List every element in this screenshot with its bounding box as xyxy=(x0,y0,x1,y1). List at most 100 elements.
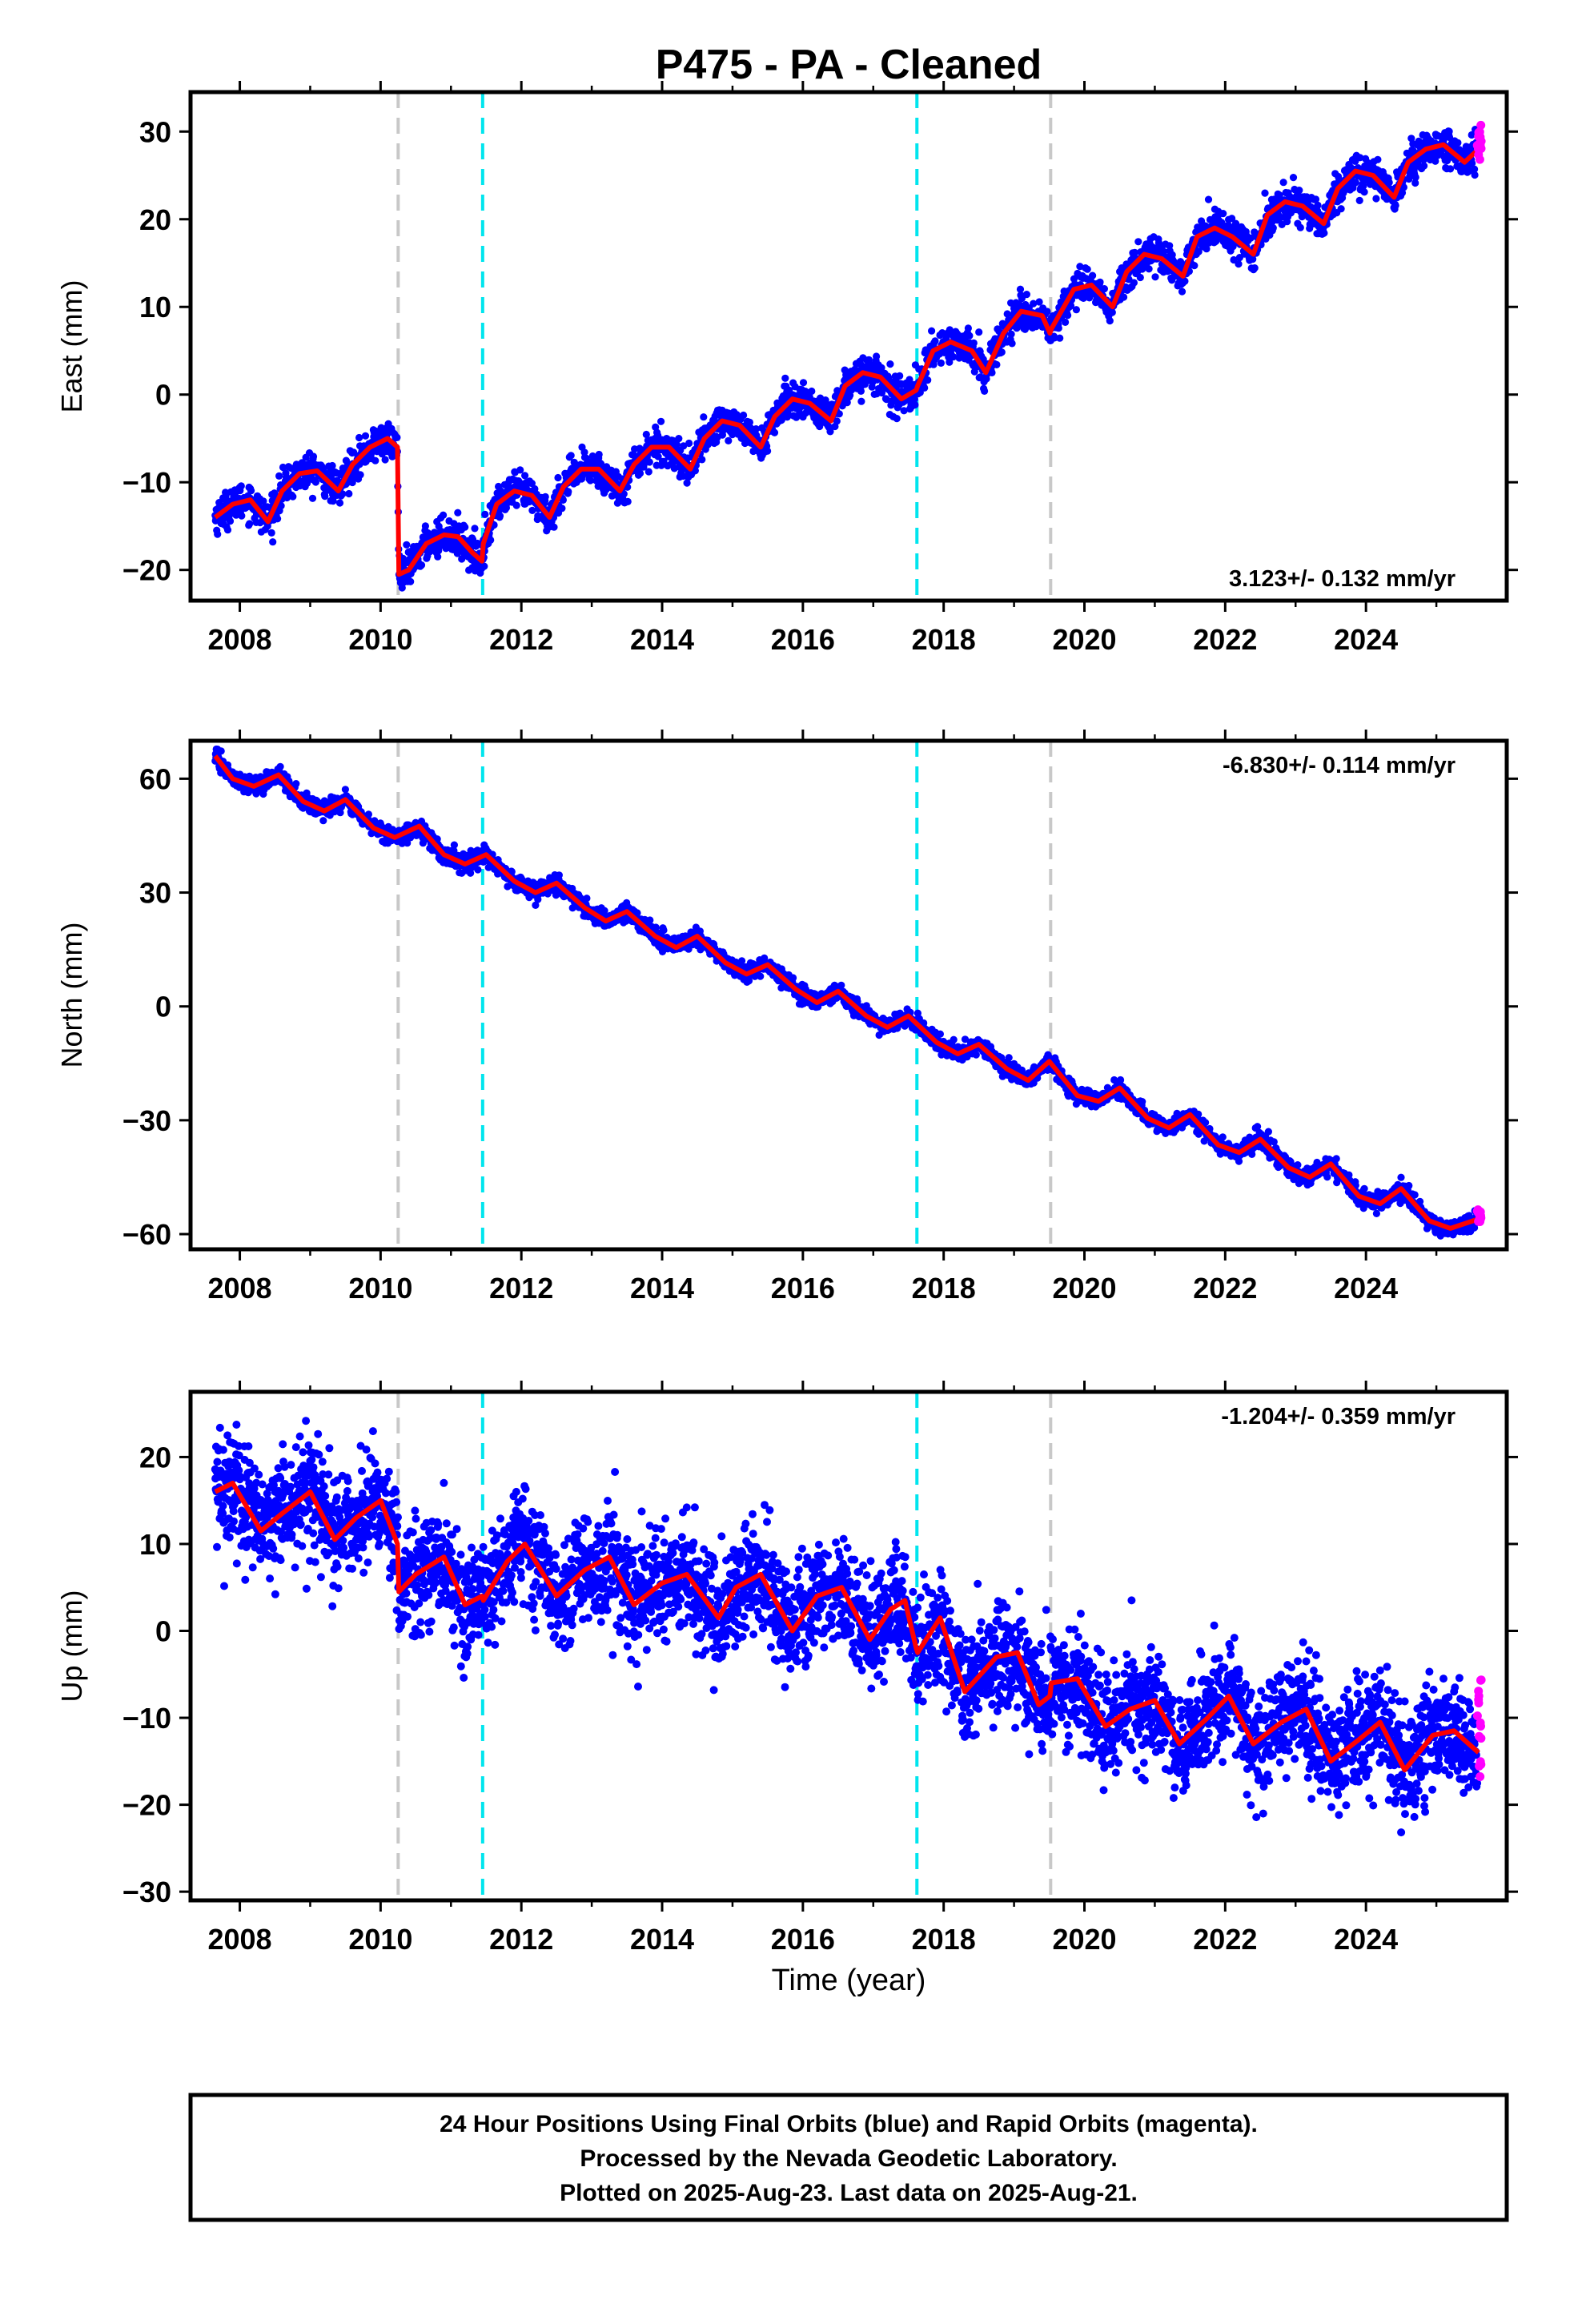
final-orbit-point xyxy=(277,502,285,510)
final-orbit-point xyxy=(857,397,865,405)
final-orbit-point xyxy=(531,485,539,493)
final-orbit-point xyxy=(1072,306,1080,314)
final-orbit-point xyxy=(550,523,558,531)
final-orbit-point xyxy=(1468,159,1476,167)
final-orbit-point xyxy=(700,413,708,421)
final-orbit-point xyxy=(259,497,267,505)
y-tick-label: 20 xyxy=(139,203,171,236)
final-orbit-point xyxy=(1355,196,1363,204)
rapid-orbit-points xyxy=(1472,120,1486,164)
final-orbit-point xyxy=(467,869,475,877)
chart-panels: 2008 2010 2012 2014 2016 2018 2020 2022 2024−20−… xyxy=(55,81,1518,1956)
final-orbit-point xyxy=(508,867,516,876)
final-orbit-point xyxy=(979,356,987,364)
final-orbit-point xyxy=(738,957,746,965)
final-orbit-point xyxy=(633,909,641,917)
final-orbit-point xyxy=(289,493,297,501)
final-orbit-point xyxy=(534,512,542,520)
final-orbit-point xyxy=(660,926,668,935)
final-orbit-point xyxy=(461,523,469,531)
final-orbit-point xyxy=(528,480,536,488)
final-orbit-point xyxy=(481,510,489,519)
final-orbit-point xyxy=(1007,299,1015,307)
final-orbit-point xyxy=(931,337,939,345)
final-orbit-point xyxy=(532,901,540,909)
final-orbit-point xyxy=(675,435,683,443)
final-orbit-point xyxy=(237,482,245,490)
final-orbit-point xyxy=(404,839,412,847)
final-orbit-point xyxy=(833,417,841,425)
final-orbit-point xyxy=(487,536,495,545)
final-orbit-point xyxy=(1191,262,1199,270)
y-tick-label: −20 xyxy=(122,554,171,587)
final-orbit-point xyxy=(893,415,901,423)
final-orbit-point xyxy=(624,497,632,506)
final-orbit-point xyxy=(862,377,870,385)
final-orbit-point xyxy=(1296,223,1304,231)
final-orbit-point xyxy=(308,494,317,502)
final-orbit-point xyxy=(654,452,662,460)
final-orbit-point xyxy=(1289,174,1298,182)
final-orbit-point xyxy=(646,916,654,924)
final-orbit-point xyxy=(749,447,757,456)
final-orbit-point xyxy=(583,895,591,903)
final-orbit-point xyxy=(496,512,504,520)
final-orbit-point xyxy=(528,506,536,515)
final-orbit-point xyxy=(361,432,370,440)
final-orbit-point xyxy=(321,493,329,501)
final-orbit-point xyxy=(764,447,772,455)
x-tick-label: 2016 xyxy=(771,623,835,656)
final-orbit-point xyxy=(1372,195,1380,203)
final-orbit-point xyxy=(835,410,843,418)
final-orbit-point xyxy=(1106,317,1114,325)
final-orbit-point xyxy=(554,473,562,482)
final-orbit-point xyxy=(1096,278,1104,286)
final-orbit-point xyxy=(837,981,845,989)
final-orbit-point xyxy=(474,866,482,874)
x-tick-label: 2018 xyxy=(912,623,976,656)
x-tick-label: 2020 xyxy=(1052,623,1116,656)
rapid-orbit-point xyxy=(1476,120,1486,130)
final-orbit-point xyxy=(269,538,277,546)
final-orbit-point xyxy=(407,577,415,585)
final-orbit-point xyxy=(988,368,996,376)
final-orbit-point xyxy=(770,428,779,436)
final-orbit-point xyxy=(434,553,442,561)
final-orbit-point xyxy=(1471,165,1479,173)
final-orbit-point xyxy=(1228,215,1236,223)
final-orbit-point xyxy=(1465,167,1473,175)
final-orbit-point xyxy=(504,883,512,891)
final-orbit-point xyxy=(910,395,918,403)
final-orbit-point xyxy=(993,360,1001,368)
final-orbit-point xyxy=(843,399,851,407)
final-orbit-point xyxy=(1181,277,1189,285)
x-tick-label: 2008 xyxy=(207,623,271,656)
final-orbit-point xyxy=(1108,308,1116,316)
final-orbit-point xyxy=(1411,179,1419,187)
final-orbit-point xyxy=(247,487,255,495)
final-orbit-point xyxy=(328,461,336,470)
model-curve xyxy=(214,142,1480,577)
final-orbit-point xyxy=(1134,238,1142,246)
panel-north: 2008 2010 2012 2014 2016 2018 2020 2022 2024−60−… xyxy=(55,730,1518,1305)
final-orbit-point xyxy=(725,436,733,445)
final-orbit-point xyxy=(217,747,225,755)
final-orbit-point xyxy=(1089,271,1097,279)
final-orbit-point xyxy=(882,396,890,404)
final-orbit-point xyxy=(745,977,753,985)
final-orbit-point xyxy=(403,541,411,549)
final-orbit-point xyxy=(745,418,754,427)
final-orbit-point xyxy=(371,456,379,464)
final-orbit-point xyxy=(393,433,401,441)
final-orbit-point xyxy=(924,376,932,384)
final-orbit-point xyxy=(1178,287,1186,296)
final-orbit-point xyxy=(1269,224,1277,232)
final-orbit-point xyxy=(1030,300,1038,308)
final-orbit-point xyxy=(1219,210,1227,218)
final-orbit-points xyxy=(211,126,1481,592)
final-orbit-point xyxy=(1311,195,1320,203)
final-orbit-point xyxy=(970,339,978,347)
final-orbit-point xyxy=(364,810,372,818)
final-orbit-point xyxy=(873,352,881,360)
final-orbit-point xyxy=(652,923,660,931)
